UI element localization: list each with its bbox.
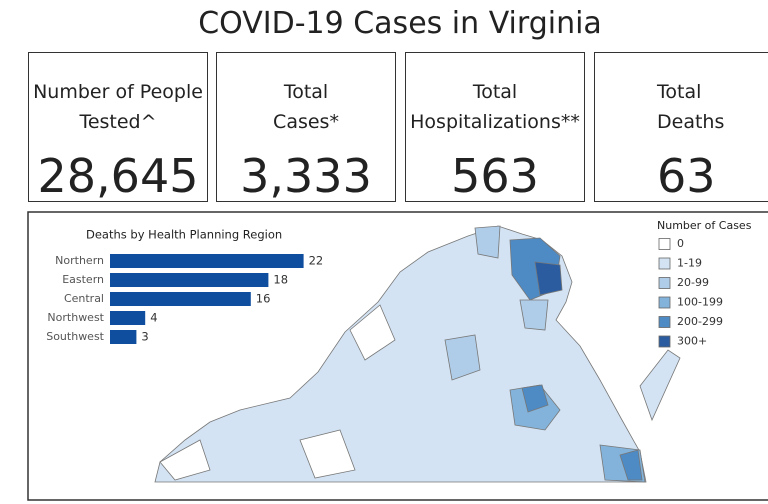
panel-border [27,211,768,501]
kpi-card: Total Cases* 3,333 [216,52,396,203]
category-label: Northern [55,254,104,267]
legend-label: 100-199 [677,296,723,309]
legend-swatch [658,238,671,250]
kpi-value: 63 [657,149,716,203]
bar [110,330,137,344]
value-label: 4 [150,311,157,325]
legend-swatch [658,257,671,270]
category-label: Northwest [47,311,104,324]
kpi-label-line: Total [472,81,518,103]
legend-swatch [658,277,671,289]
chart-title: Deaths by Health Planning Region [86,228,282,242]
legend-swatch [658,316,671,328]
category-label: Central [64,292,104,305]
bar [110,254,304,268]
kpi-label: Number of People Tested^ [29,77,207,137]
bar [110,311,146,325]
kpi-card: Number of People Tested^ 28,645 [28,52,208,203]
bar [110,273,269,287]
legend-swatch [658,335,671,348]
kpi-label-line: Total [283,81,329,103]
kpi-card: Total Hospitalizations** 563 [405,52,585,203]
legend-label: 0 [677,237,684,250]
kpi-label: Total Cases* [217,77,395,137]
value-label: 22 [309,254,324,268]
kpi-label: Total Hospitalizations** [406,77,584,137]
legend-label: 20-99 [677,276,709,289]
virginia-map [154,225,681,483]
kpi-label-line: Deaths [657,111,725,133]
category-label: Eastern [62,273,104,286]
kpi-label-line: Total [657,81,702,103]
value-label: 16 [256,292,271,306]
legend-title: Number of Cases [657,219,752,232]
kpi-value: 3,333 [240,149,372,203]
kpi-value: 563 [451,149,539,203]
value-label: 18 [273,273,288,287]
kpi-label-line: Hospitalizations** [410,111,580,133]
bar [110,292,251,306]
legend-label: 200-299 [677,315,723,328]
kpi-label-line: Number of People [33,81,203,103]
category-label: Southwest [46,330,104,343]
legend-label: 300+ [677,335,707,348]
kpi-value: 28,645 [37,149,199,203]
value-label: 3 [141,330,148,344]
legend-swatch [658,296,671,309]
page-title: COVID-19 Cases in Virginia [198,6,602,41]
kpi-label-line: Tested^ [79,111,157,133]
kpi-card: Total Deaths 63 [594,52,768,203]
kpi-label-line: Cases* [273,111,339,133]
legend-label: 1-19 [677,257,702,270]
kpi-label: Total Deaths [595,77,768,137]
